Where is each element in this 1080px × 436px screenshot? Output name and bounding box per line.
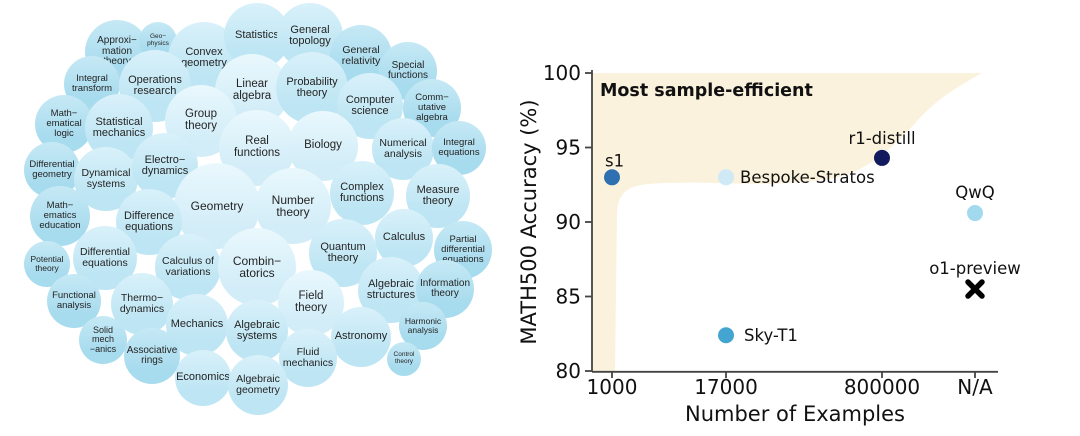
point-s1	[604, 169, 620, 186]
bubble-associative-rings: Associative rings	[124, 328, 180, 384]
bubble-astronomy: Astronomy	[331, 307, 391, 367]
y-tick-label: 100	[543, 61, 581, 85]
y-tick-label: 80	[556, 359, 581, 383]
bubble-complex-functions: Complex functions	[330, 161, 394, 225]
bubble-algebraic-geometry: Algebraic geometry	[228, 355, 288, 415]
math-topics-bubble-chart: Approxi− mation theory Geo− physics Convex…	[0, 0, 515, 436]
sample-efficiency-scatter-plot: Most sample-efficient 100 95 90 85 80 1000 1700…	[517, 0, 1080, 436]
point-label-qwq: QwQ	[955, 183, 994, 202]
y-tick-label: 85	[556, 285, 581, 309]
bubble-algebraic-systems: Algebraic systems	[226, 300, 288, 362]
bubble-probability-theory: Probability theory	[276, 52, 348, 124]
point-label-s1: s1	[605, 151, 624, 170]
x-tick-label: N/A	[957, 375, 993, 399]
bubble-math-ematical-logic: Math− ematical logic	[35, 95, 93, 153]
bubble-economics: Economics	[175, 350, 231, 406]
point-label-sky-t1: Sky-T1	[744, 326, 798, 345]
point-qwq	[967, 205, 983, 222]
point-label-r1-distill: r1-distill	[848, 129, 915, 148]
bubble-solid-mech-anics: Solid mech −anics	[79, 316, 127, 364]
x-tick-label: 17000	[694, 375, 758, 399]
point-label-o1-preview: o1-preview	[929, 259, 1021, 278]
point-label-bespoke-stratos: Bespoke-Stratos	[740, 168, 875, 187]
bubble-fluid-mechanics: Fluid mechanics	[279, 329, 337, 387]
y-axis-label: MATH500 Accuracy (%)	[520, 99, 541, 344]
most-sample-efficient-region	[592, 73, 982, 371]
point-sky-t1	[718, 327, 734, 344]
point-o1-preview	[965, 279, 985, 299]
x-tick-label: 800000	[844, 375, 920, 399]
bubble-control-theory: Control theory	[387, 342, 421, 376]
x-tick-label: 1000	[587, 375, 638, 399]
point-r1-distill	[874, 149, 890, 166]
bubble-difference-equations: Difference equations	[116, 189, 182, 255]
point-bespoke-stratos	[718, 169, 734, 186]
y-tick-label: 95	[556, 136, 581, 160]
x-axis-label: Number of Examples	[685, 402, 905, 426]
annotation-most-sample-efficient: Most sample-efficient	[600, 81, 813, 101]
y-tick-label: 90	[556, 210, 581, 234]
